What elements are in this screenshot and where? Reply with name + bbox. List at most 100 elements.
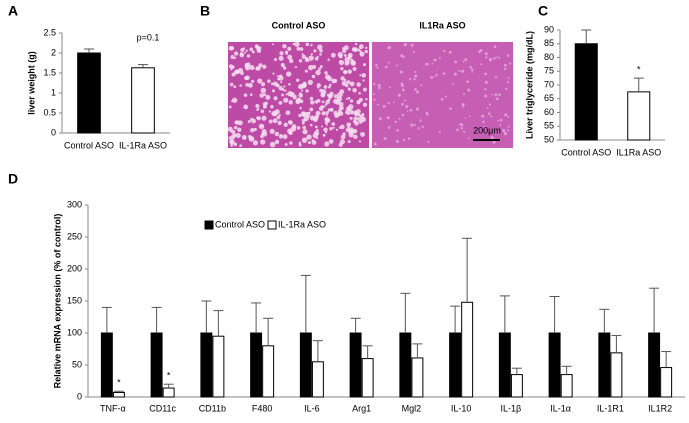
texture	[403, 44, 406, 47]
texture	[503, 63, 507, 67]
texture	[242, 47, 246, 50]
texture	[484, 80, 488, 84]
texture	[313, 49, 317, 53]
texture	[319, 48, 323, 53]
texture	[325, 111, 329, 115]
x-tick-label: IL1Ra ASO	[616, 147, 661, 157]
texture	[315, 110, 321, 116]
texture	[340, 67, 344, 71]
texture	[230, 55, 235, 60]
texture	[365, 46, 368, 50]
texture	[310, 53, 313, 56]
texture	[401, 102, 404, 106]
texture	[263, 93, 267, 97]
texture	[301, 137, 308, 143]
bar	[461, 301, 474, 398]
texture	[301, 118, 306, 123]
bar	[311, 361, 324, 398]
texture	[252, 140, 259, 146]
texture	[262, 64, 267, 69]
texture	[327, 85, 331, 89]
texture	[302, 129, 308, 135]
texture	[257, 78, 263, 84]
annotation: *	[637, 65, 641, 75]
texture	[507, 77, 510, 80]
texture	[460, 123, 464, 127]
texture	[492, 140, 496, 144]
y-tick-label: 50	[544, 134, 554, 144]
bar	[548, 332, 561, 398]
texture	[292, 42, 296, 46]
texture	[479, 49, 483, 52]
texture	[282, 66, 287, 70]
texture	[345, 97, 348, 100]
texture	[358, 140, 362, 143]
y-tick-label: 100	[67, 327, 82, 337]
texture	[402, 139, 406, 142]
texture	[277, 77, 280, 81]
texture	[237, 120, 243, 126]
texture	[248, 134, 252, 139]
texture	[305, 89, 309, 93]
texture	[263, 104, 267, 109]
texture	[438, 131, 441, 134]
texture	[250, 117, 254, 121]
texture	[288, 100, 293, 105]
legend-swatch	[267, 220, 277, 230]
texture	[335, 128, 339, 131]
texture	[386, 116, 390, 120]
bar	[77, 52, 101, 134]
texture	[276, 115, 281, 120]
texture	[337, 91, 343, 98]
texture	[397, 93, 401, 97]
texture	[490, 115, 493, 118]
texture	[325, 123, 328, 126]
texture	[507, 80, 510, 84]
texture	[253, 127, 257, 132]
texture	[331, 122, 336, 126]
texture	[484, 72, 488, 76]
texture	[438, 57, 441, 60]
texture	[401, 113, 405, 117]
texture	[376, 66, 379, 69]
texture	[384, 65, 388, 69]
texture	[508, 62, 512, 65]
texture	[327, 93, 332, 99]
texture	[352, 128, 358, 134]
texture	[402, 55, 406, 59]
texture	[298, 59, 303, 63]
texture	[268, 119, 273, 124]
texture	[230, 65, 235, 69]
texture	[491, 93, 493, 96]
texture	[377, 103, 380, 106]
texture	[403, 99, 406, 102]
texture	[348, 127, 354, 133]
texture	[308, 64, 314, 71]
x-tick-label: IL1R2	[648, 403, 672, 413]
texture	[363, 63, 367, 67]
texture	[240, 71, 244, 76]
texture	[394, 120, 397, 124]
texture	[313, 116, 317, 119]
texture	[396, 129, 400, 132]
texture	[466, 80, 470, 84]
y-tick-label: 150	[67, 295, 82, 305]
texture	[464, 117, 467, 119]
texture	[280, 81, 283, 84]
texture	[321, 111, 326, 116]
texture	[311, 140, 317, 145]
texture	[321, 100, 325, 104]
bar	[411, 357, 424, 398]
y-tick-label: 300	[67, 199, 82, 209]
texture	[282, 134, 288, 140]
texture	[349, 110, 355, 115]
texture	[395, 64, 398, 67]
legend-swatch	[204, 220, 214, 230]
texture	[356, 100, 361, 105]
texture	[239, 144, 243, 148]
texture	[387, 101, 390, 105]
texture	[270, 104, 274, 109]
texture	[317, 44, 323, 50]
texture	[249, 65, 255, 71]
